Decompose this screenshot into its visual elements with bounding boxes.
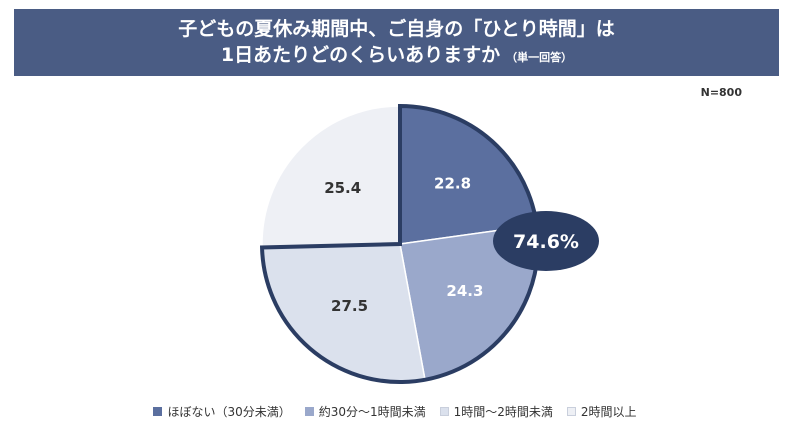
total-callout-bubble — [493, 211, 599, 271]
emphasis-outline — [259, 103, 540, 384]
legend-swatch — [439, 407, 449, 416]
total-callout-text: 74.6% — [513, 231, 579, 253]
title-banner: 子どもの夏休み期間中、ご自身の「ひとり時間」は 1日あたりどのくらいありますか （… — [14, 9, 779, 76]
slice-value-label-2: 24.3 — [446, 282, 483, 300]
title-line-1: 子どもの夏休み期間中、ご自身の「ひとり時間」は — [178, 18, 615, 40]
legend-label: 約30分〜1時間未満 — [318, 405, 426, 419]
slice-value-label-3: 27.5 — [331, 297, 368, 315]
legend-item-3: 1時間〜2時間未満 — [439, 403, 553, 420]
legend-label: ほぼない（30分未満） — [167, 405, 291, 419]
pie-slice-4 — [261, 105, 401, 249]
legend-item-4: 2時間以上 — [566, 403, 637, 420]
slice-value-label-1: 22.8 — [434, 175, 471, 193]
sample-size-label: N=800 — [700, 86, 742, 99]
answer-type-note: （単一回答） — [506, 51, 573, 64]
legend-item-1: ほぼない（30分未満） — [153, 403, 291, 420]
legend-label: 2時間以上 — [580, 405, 637, 419]
legend-swatch — [153, 407, 163, 416]
legend-swatch — [304, 407, 314, 416]
legend-item-2: 約30分〜1時間未満 — [304, 403, 426, 420]
legend-swatch — [566, 407, 576, 416]
legend: ほぼない（30分未満） 約30分〜1時間未満 1時間〜2時間未満 2時間以上 — [0, 403, 790, 420]
title-line-2-text: 1日あたりどのくらいありますか — [220, 44, 501, 66]
legend-label: 1時間〜2時間未満 — [453, 405, 553, 419]
slice-value-label-4: 25.4 — [324, 179, 361, 197]
title-line-2: 1日あたりどのくらいありますか （単一回答） — [14, 42, 779, 71]
